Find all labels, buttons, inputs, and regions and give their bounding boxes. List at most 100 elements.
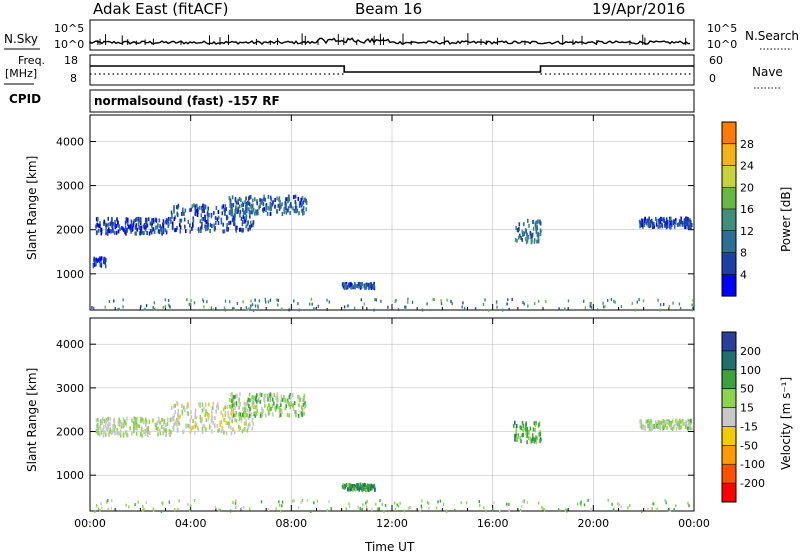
range-cell: [216, 424, 219, 428]
range-cell: [269, 404, 271, 409]
range-cell: [173, 205, 175, 209]
range-cell: [189, 229, 191, 234]
range-cell: [259, 198, 261, 203]
range-cell: [290, 204, 292, 209]
ground-scatter-cell: [145, 304, 148, 308]
ground-scatter-cell: [279, 503, 281, 507]
range-cell: [114, 424, 116, 429]
ground-scatter-cell: [164, 298, 166, 302]
range-cell: [159, 431, 162, 436]
range-cell: [110, 431, 113, 436]
range-cell: [294, 410, 297, 415]
range-cell: [202, 206, 205, 211]
range-cell: [102, 260, 105, 265]
ground-scatter-cell: [254, 304, 257, 308]
ground-scatter-cell: [306, 499, 309, 502]
range-cell: [200, 419, 203, 424]
range-cell: [687, 426, 689, 431]
ground-scatter-cell: [618, 503, 620, 507]
ground-scatter-cell: [145, 501, 147, 504]
range-cell: [371, 284, 374, 289]
power-ylabel: Slant Range [km]: [25, 156, 39, 260]
range-cell: [276, 398, 278, 403]
range-cell: [146, 231, 148, 235]
range-cell: [99, 256, 101, 261]
range-cell: [238, 401, 241, 405]
range-cell: [536, 436, 538, 441]
range-cell: [643, 222, 645, 227]
ground-scatter-cell: [454, 508, 456, 512]
range-cell: [354, 283, 357, 288]
ground-scatter-cell: [300, 500, 302, 504]
range-cell: [166, 417, 169, 422]
range-cell: [358, 487, 360, 492]
ground-scatter-cell: [421, 506, 423, 510]
ground-scatter-cell: [281, 504, 283, 508]
range-cell: [514, 433, 516, 438]
range-cell: [276, 395, 279, 400]
range-cell: [647, 419, 650, 424]
range-cell: [359, 482, 361, 487]
range-cell: [364, 483, 366, 488]
range-cell: [278, 197, 280, 202]
y-tick-label: 3000: [56, 180, 84, 193]
range-cell: [255, 395, 257, 400]
ground-scatter-cell: [231, 306, 234, 310]
range-cell: [269, 392, 272, 397]
range-cell: [95, 260, 97, 265]
power-gridlines: [90, 115, 694, 310]
range-cell: [522, 428, 524, 433]
ground-scatter-cell: [94, 510, 96, 513]
range-cell: [246, 428, 249, 433]
range-cell: [288, 401, 291, 406]
range-cell: [689, 225, 691, 230]
range-cell: [244, 200, 246, 205]
range-cell: [279, 200, 281, 205]
range-cell: [201, 216, 203, 221]
range-cell: [261, 198, 263, 203]
ground-scatter-cell: [265, 300, 267, 304]
range-cell: [265, 205, 268, 210]
range-cell: [252, 421, 254, 426]
ground-scatter-cell: [596, 308, 599, 312]
ground-scatter-cell: [607, 298, 609, 302]
range-cell: [691, 426, 693, 431]
range-cell: [184, 408, 186, 412]
range-cell: [194, 424, 196, 429]
ground-scatter-cell: [210, 306, 213, 310]
range-cell: [669, 218, 671, 223]
range-cell: [248, 210, 251, 215]
range-cell: [108, 430, 111, 434]
x-tick-label: 12:00: [376, 517, 408, 530]
range-cell: [138, 424, 140, 429]
colorbar-segment: [722, 187, 736, 210]
range-cell: [640, 421, 643, 426]
range-cell: [675, 218, 677, 223]
ground-scatter-cell: [349, 505, 351, 509]
ground-scatter-cell: [511, 297, 513, 301]
ground-scatter-cell: [642, 299, 645, 303]
range-cell: [638, 219, 641, 224]
range-cell: [303, 396, 305, 400]
range-cell: [674, 220, 677, 225]
range-cell: [533, 437, 535, 442]
range-cell: [173, 422, 175, 427]
range-cell: [104, 258, 107, 263]
range-cell: [182, 207, 184, 212]
ground-scatter-cell: [508, 508, 510, 512]
range-cell: [243, 413, 245, 418]
range-cell: [533, 439, 535, 444]
range-cell: [526, 233, 528, 238]
colorbar-tick-label: 100: [740, 364, 761, 377]
colorbar-segment: [722, 143, 736, 167]
ground-scatter-cell: [229, 300, 231, 304]
range-cell: [270, 406, 272, 411]
ground-scatter-cell: [234, 501, 237, 505]
range-cell: [177, 413, 179, 417]
range-cell: [640, 419, 642, 423]
range-cell: [112, 221, 114, 226]
range-cell: [670, 420, 672, 425]
range-cell: [205, 227, 207, 232]
ground-scatter-cell: [520, 505, 523, 508]
range-cell: [247, 403, 250, 408]
